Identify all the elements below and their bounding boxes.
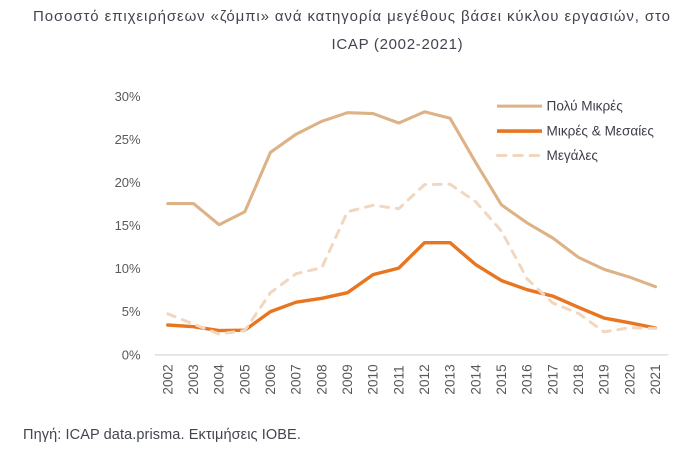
svg-text:Μεγάλες: Μεγάλες [547, 148, 599, 163]
svg-text:2012: 2012 [417, 364, 432, 394]
svg-text:2016: 2016 [520, 364, 535, 394]
svg-text:2003: 2003 [186, 364, 201, 394]
svg-text:Πολύ Μικρές: Πολύ Μικρές [547, 99, 624, 114]
svg-text:20%: 20% [115, 175, 141, 190]
svg-text:2019: 2019 [597, 364, 612, 394]
svg-text:2006: 2006 [263, 364, 278, 394]
svg-text:2005: 2005 [237, 364, 252, 394]
svg-text:2011: 2011 [391, 365, 406, 394]
svg-text:2009: 2009 [340, 364, 355, 394]
svg-text:2015: 2015 [494, 364, 509, 394]
svg-text:2017: 2017 [545, 364, 560, 394]
svg-text:30%: 30% [115, 89, 141, 104]
svg-text:2007: 2007 [289, 364, 304, 394]
svg-text:2002: 2002 [160, 364, 175, 394]
svg-text:2020: 2020 [622, 364, 637, 395]
svg-text:2008: 2008 [314, 364, 329, 394]
svg-text:0%: 0% [122, 347, 141, 362]
svg-text:2004: 2004 [212, 364, 227, 395]
svg-text:2010: 2010 [366, 364, 381, 395]
svg-text:2018: 2018 [571, 364, 586, 394]
svg-text:2014: 2014 [468, 364, 483, 395]
svg-text:10%: 10% [115, 261, 141, 276]
svg-text:15%: 15% [115, 218, 141, 233]
svg-text:2021: 2021 [648, 364, 663, 394]
svg-text:2013: 2013 [443, 364, 458, 394]
svg-text:25%: 25% [115, 132, 141, 147]
svg-text:5%: 5% [122, 304, 141, 319]
svg-text:Μικρές & Μεσαίες: Μικρές & Μεσαίες [547, 124, 655, 139]
